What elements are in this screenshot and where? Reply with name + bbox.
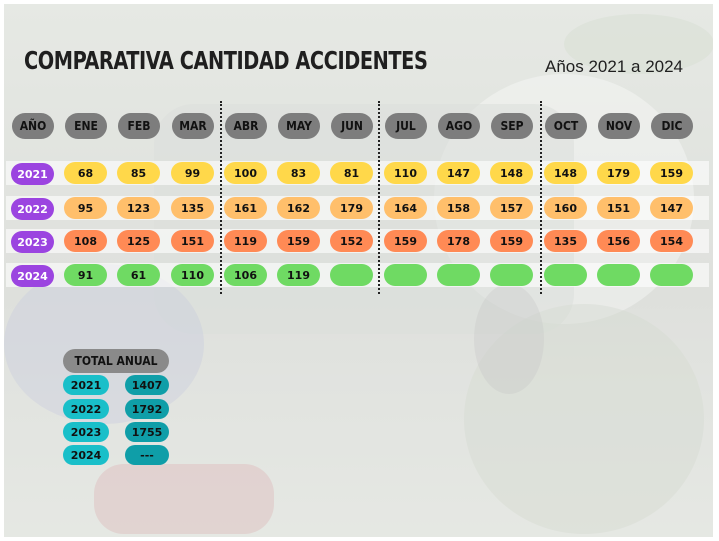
header-month: JUN bbox=[331, 113, 373, 139]
data-cell bbox=[597, 264, 640, 286]
data-cell bbox=[330, 264, 373, 286]
quarter-divider bbox=[220, 101, 222, 294]
data-cell: 161 bbox=[224, 197, 267, 219]
data-cell bbox=[437, 264, 480, 286]
data-cell: 158 bbox=[437, 197, 480, 219]
chart-title: COMPARATIVA CANTIDAD ACCIDENTES bbox=[24, 46, 428, 75]
data-cell: 156 bbox=[597, 230, 640, 252]
header-month: MAR bbox=[172, 113, 214, 139]
header-month: SEP bbox=[491, 113, 533, 139]
totals-value: 1755 bbox=[125, 422, 169, 442]
data-cell: 119 bbox=[224, 230, 267, 252]
data-cell: 123 bbox=[117, 197, 160, 219]
totals-year: 2024 bbox=[63, 445, 109, 465]
photo-wheel bbox=[474, 284, 544, 394]
data-cell: 151 bbox=[597, 197, 640, 219]
data-cell: 135 bbox=[171, 197, 214, 219]
photo-helmet bbox=[94, 464, 274, 534]
data-cell: 148 bbox=[544, 162, 587, 184]
quarter-divider bbox=[378, 101, 380, 294]
data-cell: 81 bbox=[330, 162, 373, 184]
header-month: MAY bbox=[278, 113, 320, 139]
quarter-divider bbox=[540, 101, 542, 294]
chart-subtitle: Años 2021 a 2024 bbox=[545, 57, 684, 76]
photo-grass bbox=[464, 304, 704, 534]
year-label: 2023 bbox=[11, 231, 54, 253]
data-cell: 110 bbox=[171, 264, 214, 286]
totals-value: --- bbox=[125, 445, 169, 465]
year-label: 2021 bbox=[11, 163, 54, 185]
data-cell: 68 bbox=[64, 162, 107, 184]
totals-value: 1792 bbox=[125, 399, 169, 419]
header-month: NOV bbox=[598, 113, 640, 139]
data-cell: 160 bbox=[544, 197, 587, 219]
data-cell: 157 bbox=[490, 197, 533, 219]
data-cell bbox=[490, 264, 533, 286]
data-cell: 147 bbox=[437, 162, 480, 184]
header-month: JUL bbox=[385, 113, 427, 139]
totals-year: 2021 bbox=[63, 375, 109, 395]
data-cell: 148 bbox=[490, 162, 533, 184]
data-cell: 159 bbox=[650, 162, 693, 184]
totals-year: 2022 bbox=[63, 399, 109, 419]
data-cell: 125 bbox=[117, 230, 160, 252]
data-cell bbox=[384, 264, 427, 286]
data-cell: 110 bbox=[384, 162, 427, 184]
data-cell: 152 bbox=[330, 230, 373, 252]
data-cell: 119 bbox=[277, 264, 320, 286]
header-month: OCT bbox=[545, 113, 587, 139]
data-cell bbox=[544, 264, 587, 286]
data-cell: 179 bbox=[330, 197, 373, 219]
data-cell: 162 bbox=[277, 197, 320, 219]
year-label: 2024 bbox=[11, 265, 54, 287]
data-cell: 85 bbox=[117, 162, 160, 184]
header-month: FEB bbox=[118, 113, 160, 139]
data-cell: 159 bbox=[384, 230, 427, 252]
totals-value: 1407 bbox=[125, 375, 169, 395]
data-cell: 151 bbox=[171, 230, 214, 252]
data-cell: 154 bbox=[650, 230, 693, 252]
data-cell: 178 bbox=[437, 230, 480, 252]
data-cell: 99 bbox=[171, 162, 214, 184]
data-cell: 135 bbox=[544, 230, 587, 252]
data-cell: 159 bbox=[490, 230, 533, 252]
data-cell: 179 bbox=[597, 162, 640, 184]
data-cell: 108 bbox=[64, 230, 107, 252]
header-month: DIC bbox=[651, 113, 693, 139]
data-cell: 147 bbox=[650, 197, 693, 219]
data-cell bbox=[650, 264, 693, 286]
header-month: ENE bbox=[65, 113, 107, 139]
header-year: AÑO bbox=[12, 113, 54, 139]
year-label: 2022 bbox=[11, 198, 54, 220]
data-cell: 106 bbox=[224, 264, 267, 286]
data-cell: 100 bbox=[224, 162, 267, 184]
totals-header: TOTAL ANUAL bbox=[63, 349, 169, 373]
data-cell: 91 bbox=[64, 264, 107, 286]
data-cell: 83 bbox=[277, 162, 320, 184]
photo-trees bbox=[564, 14, 713, 74]
data-cell: 164 bbox=[384, 197, 427, 219]
data-cell: 95 bbox=[64, 197, 107, 219]
data-cell: 159 bbox=[277, 230, 320, 252]
photo-motorcycle bbox=[4, 264, 204, 424]
totals-year: 2023 bbox=[63, 422, 109, 442]
header-month: AGO bbox=[438, 113, 480, 139]
header-month: ABR bbox=[225, 113, 267, 139]
data-cell: 61 bbox=[117, 264, 160, 286]
